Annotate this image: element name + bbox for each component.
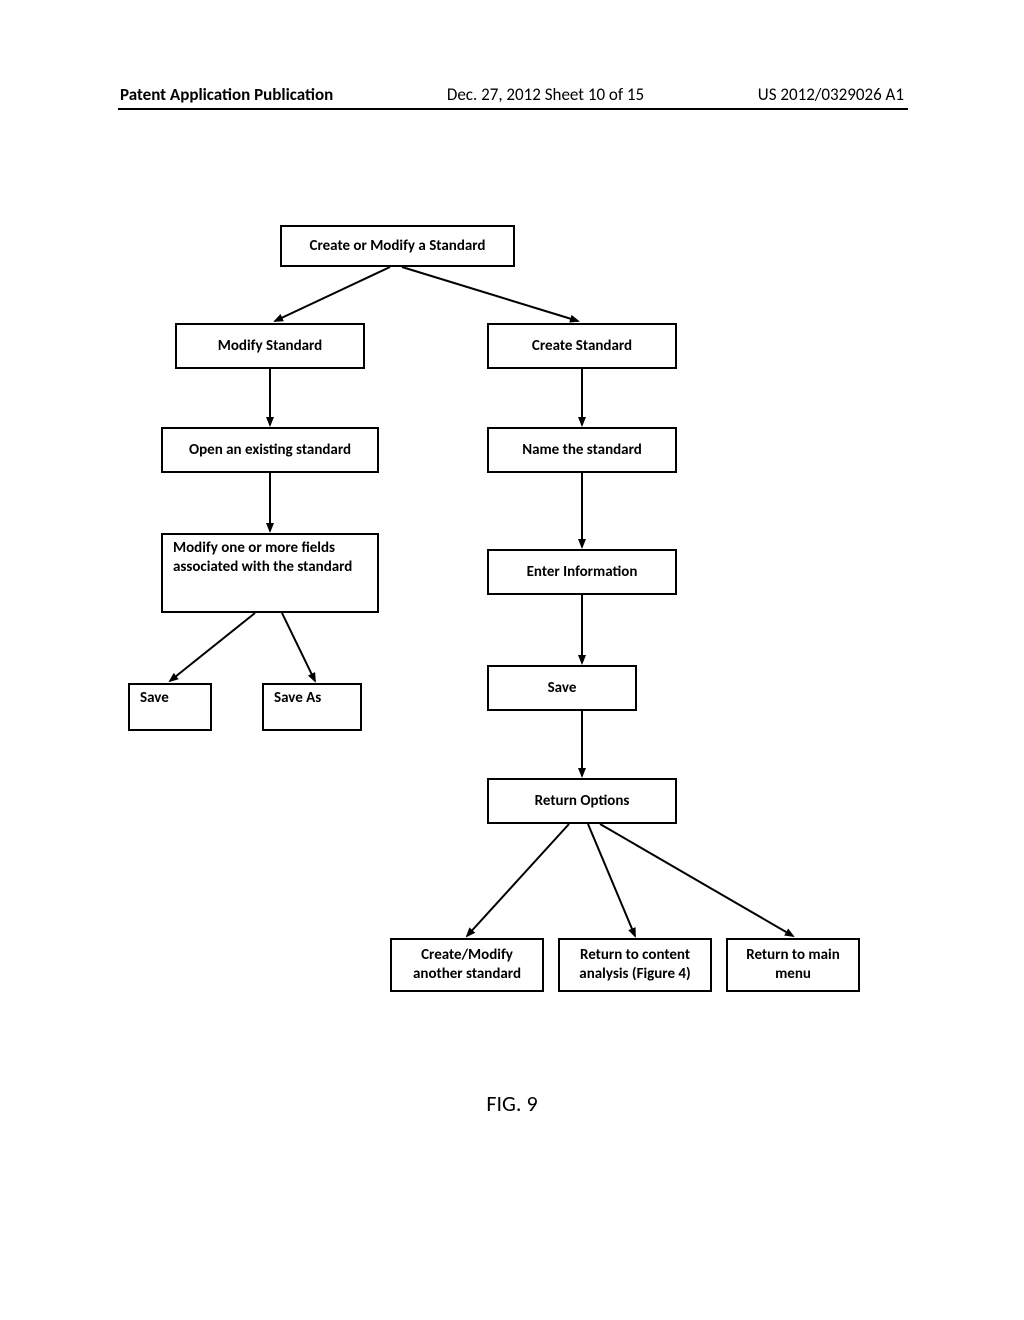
node-fields: Modify one or more fields associated wit… bbox=[161, 533, 379, 613]
flowchart-arrows bbox=[0, 0, 1024, 1320]
node-root: Create or Modify a Standard bbox=[280, 225, 515, 267]
node-another: Create/Modify another standard bbox=[390, 938, 544, 992]
node-open: Open an existing standard bbox=[161, 427, 379, 473]
node-create: Create Standard bbox=[487, 323, 677, 369]
edge-root-create bbox=[402, 267, 578, 321]
node-retopts: Return Options bbox=[487, 778, 677, 824]
figure-caption: FIG. 9 bbox=[0, 1090, 1024, 1117]
node-enter: Enter Information bbox=[487, 549, 677, 595]
node-saveAs: Save As bbox=[262, 683, 362, 731]
edge-retopts-another bbox=[467, 824, 569, 936]
node-name: Name the standard bbox=[487, 427, 677, 473]
node-saveL: Save bbox=[128, 683, 212, 731]
patent-page: Patent Application Publication Dec. 27, … bbox=[0, 0, 1024, 1320]
edge-fields-saveL bbox=[170, 613, 255, 681]
edge-root-modify bbox=[275, 267, 390, 321]
node-retcont: Return to content analysis (Figure 4) bbox=[558, 938, 712, 992]
edge-fields-saveAs bbox=[282, 613, 315, 681]
node-retmain: Return to main menu bbox=[726, 938, 860, 992]
node-modify: Modify Standard bbox=[175, 323, 365, 369]
node-saveR: Save bbox=[487, 665, 637, 711]
